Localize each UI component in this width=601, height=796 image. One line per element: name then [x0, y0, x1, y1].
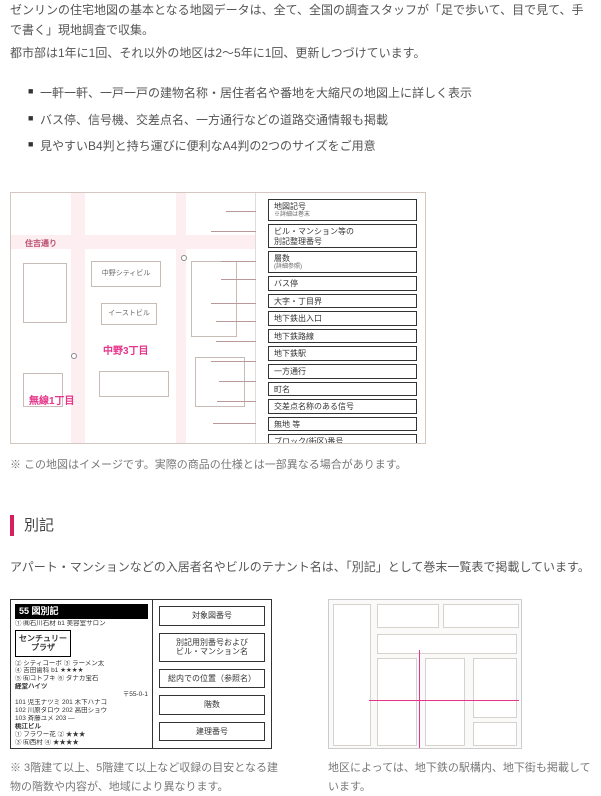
callout: 無地 等: [268, 417, 417, 432]
bekki-callout: 建理番号: [159, 722, 265, 742]
intro-line-1: ゼンリンの住宅地図の基本となる地図データは、全て、全国の調査スタッフが「足で歩い…: [10, 0, 591, 41]
callout: バス停: [268, 276, 417, 291]
bekki-plaza-box: センチュリープラザ: [15, 630, 71, 656]
callout: 地下鉄駅: [268, 346, 417, 361]
callout: 交差点名称のある信号: [268, 399, 417, 414]
bus-stop-icon: [71, 353, 77, 359]
road-label: 住吉通り: [25, 237, 57, 251]
legend-callouts: 地図記号※詳細は巻末 ビル・マンション等の別記整理番号 層数(詳細参照) バス停…: [256, 193, 425, 443]
intro-block: ゼンリンの住宅地図の基本となる地図データは、全て、全国の調査スタッフが「足で歩い…: [10, 0, 591, 63]
chome-label: 中野3丁目: [103, 343, 149, 360]
feature-item: 見やすいB4判と持ち運びに便利なA4判の2つのサイズをご用意: [28, 136, 591, 156]
callout: 町名: [268, 382, 417, 397]
callout: 層数(詳細参照): [268, 251, 417, 273]
callout: ビル・マンション等の別記整理番号: [268, 224, 417, 248]
map-building: [99, 371, 169, 397]
section-title: 別記: [24, 513, 54, 539]
bekki-callout: 対象図番号: [159, 606, 265, 626]
feature-item: バス停、信号機、交差点名、一方通行などの道路交通情報も掲載: [28, 110, 591, 130]
bekki-heights-label: 経堂ハイツ: [15, 683, 148, 690]
feature-list: 一軒一軒、一戸一戸の建物名称・居住者名や番地を大縮尺の地図上に詳しく表示 バス停…: [28, 83, 591, 156]
callout: 一方通行: [268, 364, 417, 379]
bekki-callout: 階数: [159, 695, 265, 715]
callout: ブロック(街区)番号※地番整理地区: [268, 434, 417, 444]
bekki-legend-figure: 55 図別記 ① ㈱石川石材 b1 美容室サロン センチュリープラザ ② シティ…: [10, 599, 272, 749]
callout: 地下鉄路線: [268, 329, 417, 344]
sample-map-pane: 住吉通り 中野シティビル イーストビル 中野3丁目 無線1丁目: [11, 193, 256, 443]
section-heading: 別記: [10, 513, 591, 539]
map-building: [195, 357, 245, 407]
bekki-note: ※ 3階建て以上、5階建て以上など収録の目安となる建物の階数や内容が、地域により…: [10, 759, 288, 796]
bekki-callouts: 対象図番号 別記用別番号およびビル・マンション名 総内での位置（参照名） 階数 …: [153, 600, 271, 748]
bekki-figures-row: 55 図別記 ① ㈱石川石材 b1 美容室サロン センチュリープラザ ② シティ…: [10, 599, 591, 796]
chome-label: 無線1丁目: [29, 393, 75, 410]
map-building: [23, 263, 67, 323]
map-building: イーストビル: [101, 303, 157, 325]
station-map-figure: [328, 599, 522, 749]
station-note: 地区によっては、地下鉄の駅構内、地下街も掲載しています。: [328, 759, 591, 796]
map-building: 中野シティビル: [91, 261, 161, 287]
callout: 大字・丁目界: [268, 294, 417, 309]
map-image-note: ※ この地図はイメージです。実際の商品の仕様とは一部異なる場合があります。: [10, 456, 591, 475]
callout: 地図記号※詳細は巻末: [268, 199, 417, 221]
callout: 地下鉄出入口: [268, 311, 417, 326]
bekki-callout: 別記用別番号およびビル・マンション名: [159, 633, 265, 662]
map-building: [191, 261, 237, 337]
bekki-callout: 総内での位置（参照名）: [159, 669, 265, 689]
intro-line-2: 都市部は1年に1回、それ以外の地区は2～5年に1回、更新しつづけています。: [10, 43, 591, 63]
bekki-listing-pane: 55 図別記 ① ㈱石川石材 b1 美容室サロン センチュリープラザ ② シティ…: [11, 600, 153, 748]
feature-item: 一軒一軒、一戸一戸の建物名称・居住者名や番地を大縮尺の地図上に詳しく表示: [28, 83, 591, 103]
heading-accent-bar: [10, 515, 14, 536]
bekki-header: 55 図別記: [15, 604, 148, 619]
map-legend-figure: 住吉通り 中野シティビル イーストビル 中野3丁目 無線1丁目: [10, 192, 591, 444]
bus-stop-icon: [181, 255, 187, 261]
section-lead: アパート・マンションなどの入居者名やビルのテナント名は、「別記」として巻末一覧表…: [10, 557, 591, 577]
